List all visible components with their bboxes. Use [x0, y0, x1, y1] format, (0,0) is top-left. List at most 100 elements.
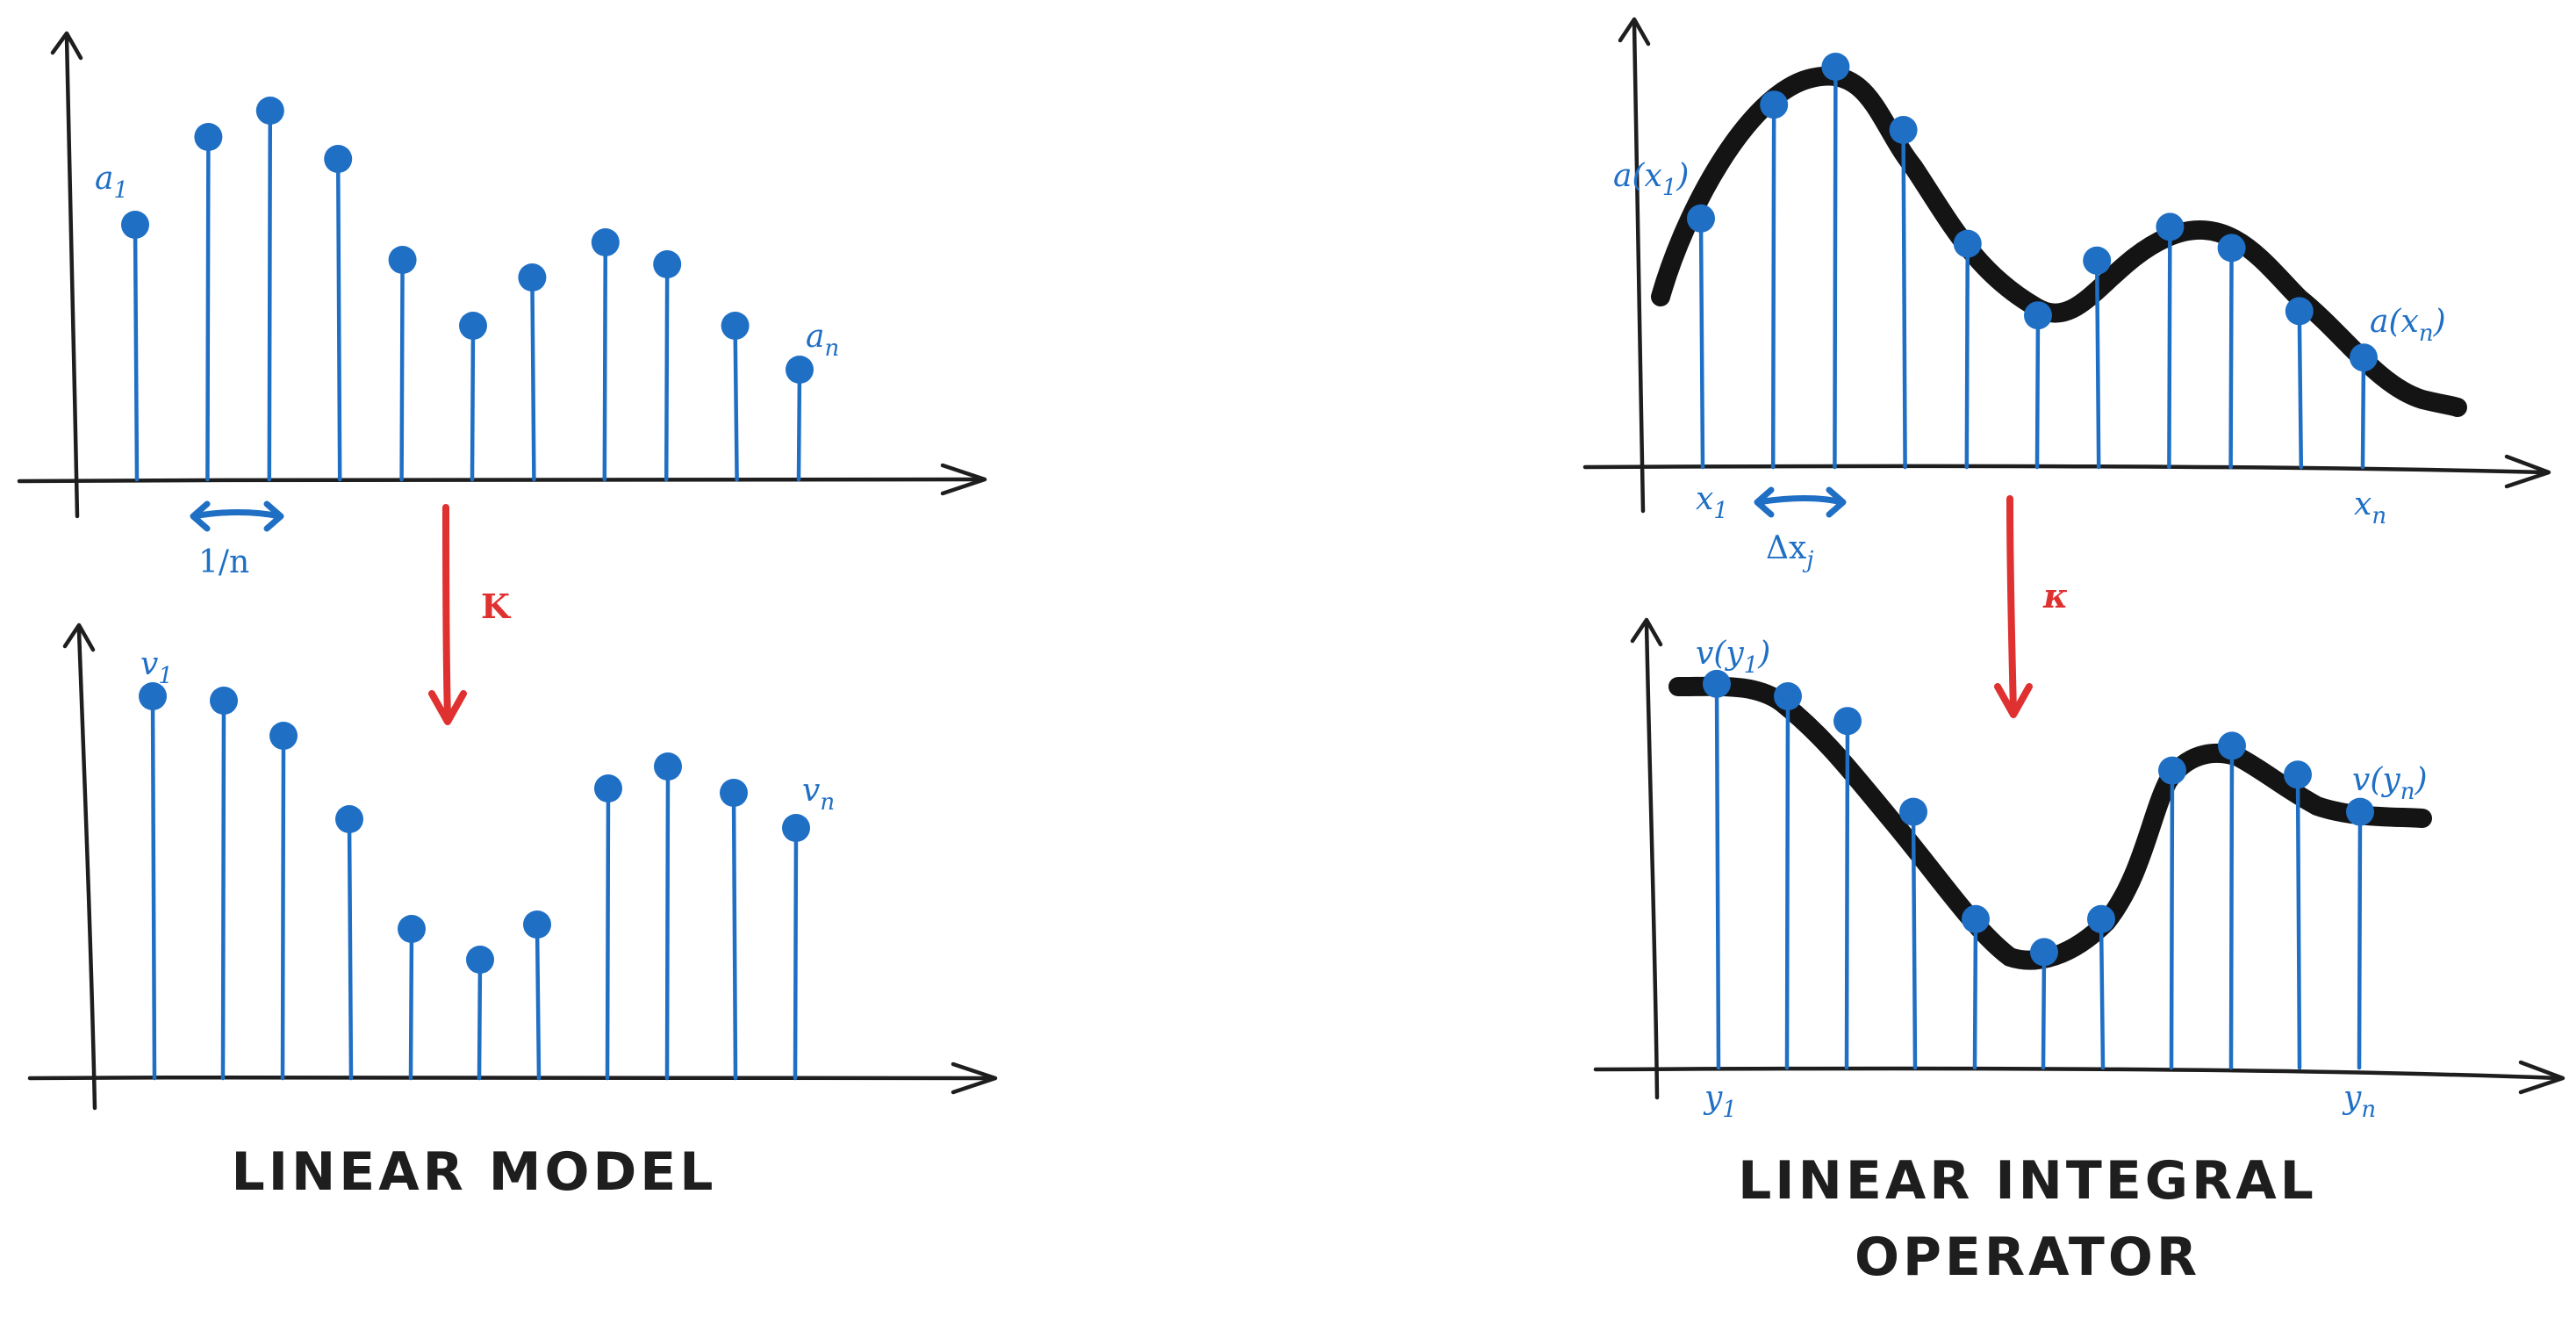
left-operator-arrow	[428, 504, 467, 725]
right-bottom-x-arrowhead	[2518, 1060, 2565, 1095]
left-bottom-stems-stem-7	[535, 922, 542, 1081]
right-bottom-y-axis	[1644, 621, 1660, 1100]
left-spacing-arrow	[190, 500, 284, 532]
right-bottom-stems-stem-6	[2041, 950, 2047, 1070]
right-top-stems-stem-8	[2167, 225, 2172, 470]
right-bottom-stems-stem-7	[2099, 917, 2106, 1070]
right-spacing-label: Δxj	[1766, 530, 1813, 573]
right-top-stems-stem-9	[2228, 246, 2234, 470]
left-bottom-stems-stem-9	[664, 764, 671, 1081]
right-bottom-continuous-curve	[1668, 676, 2432, 970]
left-bottom-stems-stem-10	[731, 790, 738, 1081]
left-top-stems-stem-11	[796, 367, 802, 482]
right-top-stems-point-6	[2024, 301, 2052, 330]
left-bottom-stems-point-11	[782, 814, 810, 842]
right-top-stems-stem-3	[1833, 64, 1838, 470]
right-top-stems-stem-7	[2094, 258, 2101, 470]
right-bottom-stems	[1703, 669, 2374, 1070]
left-top-stems-point-6	[459, 312, 487, 340]
right-top-stems-stem-2	[1770, 102, 1776, 470]
right-top-stems-point-2	[1760, 90, 1789, 119]
right-top-axes	[1582, 17, 2551, 514]
left-bottom-stems-stem-8	[605, 786, 611, 1081]
linear-model-panel: a1 an 1/n K v1 vn LINEAR MODEL	[17, 31, 998, 1203]
right-top-y-arrowhead	[1618, 17, 1651, 47]
right-bottom-stems-point-4	[1899, 797, 1927, 826]
right-bottom-x-axis	[1593, 1066, 2562, 1081]
left-top-stems-stem-4	[335, 156, 342, 482]
right-operator-arrow	[1994, 495, 2033, 718]
right-top-continuous-curve	[1651, 66, 2467, 417]
left-bottom-x-arrowhead	[951, 1062, 998, 1095]
right-bottom-stems-point-1	[1703, 669, 1731, 698]
left-top-stems-stem-9	[664, 262, 670, 482]
right-top-stems-point-4	[1889, 116, 1918, 144]
right-top-stems-point-8	[2156, 212, 2185, 241]
left-bottom-stems-stem-6	[477, 957, 483, 1081]
right-bottom-stems-point-8	[2158, 756, 2186, 785]
right-top-stems-stem-10	[2297, 309, 2304, 470]
left-top-stems-stem-7	[530, 275, 536, 482]
left-top-stems-stem-3	[267, 108, 273, 482]
left-an-label: an	[806, 319, 839, 362]
right-bottom-stems-stem-11	[2357, 810, 2363, 1070]
right-bottom-stems-stem-2	[1784, 694, 1790, 1070]
left-bottom-stems-stem-5	[408, 926, 414, 1081]
left-bottom-stems-point-10	[720, 779, 748, 807]
left-bottom-y-axis	[76, 628, 97, 1111]
right-a-xn-label: a(xn)	[2370, 304, 2446, 347]
right-top-stems-point-11	[2350, 343, 2378, 372]
right-bottom-stems-point-2	[1774, 682, 1802, 710]
left-top-stems-point-2	[194, 123, 223, 151]
right-top-stems-stem-6	[2034, 313, 2041, 470]
right-top-stems-stem-11	[2360, 355, 2366, 470]
left-bottom-stems	[139, 682, 810, 1081]
right-bottom-stems-stem-9	[2228, 744, 2235, 1070]
right-x1-label: x1	[1696, 481, 1728, 524]
left-top-stems-stem-2	[205, 134, 211, 482]
right-bottom-stems-stem-10	[2295, 773, 2302, 1070]
right-top-stems-point-10	[2285, 297, 2314, 326]
right-bottom-stems-point-5	[1962, 904, 1990, 933]
left-bottom-stems-point-8	[594, 774, 622, 802]
left-a1-label: a1	[95, 161, 128, 204]
left-top-stems-point-8	[591, 228, 620, 256]
left-bottom-stems-point-7	[523, 910, 551, 939]
right-bottom-stems-point-10	[2284, 760, 2312, 789]
right-bottom-stems-point-6	[2030, 938, 2058, 967]
left-top-stems	[121, 97, 814, 482]
left-bottom-stems-point-3	[269, 722, 298, 750]
right-top-stems-stem-1	[1698, 216, 1705, 470]
right-bottom-axes	[1593, 617, 2565, 1100]
left-top-stems-stem-10	[733, 323, 739, 482]
left-top-x-axis	[17, 477, 984, 484]
right-xn-label: xn	[2354, 486, 2386, 529]
left-bottom-stems-stem-11	[793, 825, 799, 1081]
right-v-yn-label: v(yn)	[2352, 762, 2428, 805]
left-bottom-x-axis	[27, 1074, 994, 1081]
left-operator-label: K	[481, 587, 512, 626]
left-top-stems-stem-8	[602, 240, 608, 482]
integral-operator-panel: a(x1) a(xn) x1 xn Δxj κ v(y1) v(yn) y1 y…	[1582, 17, 2565, 1288]
left-bottom-stems-point-6	[466, 946, 494, 974]
right-top-stems-point-9	[2217, 234, 2246, 263]
right-bottom-y-arrowhead	[1630, 617, 1663, 647]
left-spacing-label: 1/n	[198, 544, 249, 580]
left-top-x-arrowhead	[940, 463, 987, 496]
right-v-y1-label: v(y1)	[1696, 636, 1770, 679]
right-yn-label: yn	[2342, 1080, 2376, 1123]
right-bottom-stems-point-9	[2218, 731, 2246, 760]
right-bottom-stems-stem-1	[1714, 681, 1721, 1070]
right-top-y-axis	[1632, 20, 1646, 514]
right-bottom-stems-stem-4	[1911, 810, 1918, 1070]
left-top-stems-point-5	[388, 246, 417, 274]
left-top-stems-point-3	[255, 97, 284, 125]
left-bottom-stems-stem-2	[220, 698, 226, 1081]
right-top-stems-point-1	[1687, 204, 1715, 233]
left-top-stems-stem-6	[470, 323, 476, 482]
left-top-stems-point-11	[786, 356, 814, 384]
left-bottom-stems-point-5	[398, 915, 426, 943]
right-bottom-stems-stem-3	[1844, 718, 1850, 1070]
left-top-y-arrowhead	[50, 31, 83, 61]
